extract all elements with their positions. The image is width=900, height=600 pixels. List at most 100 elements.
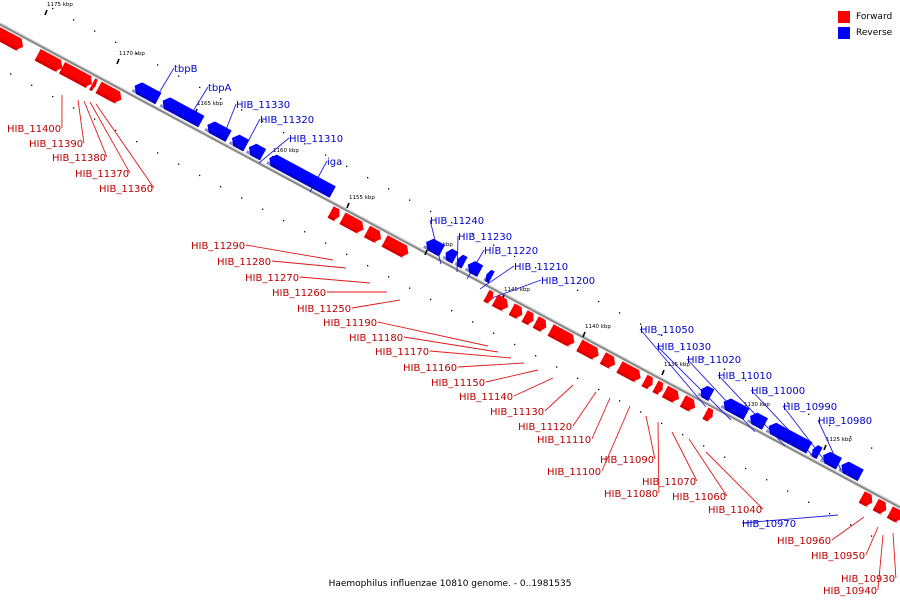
gene-arrow-body [207, 121, 232, 142]
gene-arrow-shade [483, 298, 489, 305]
minor-tick-dot [451, 222, 453, 224]
gene-arrow-body [467, 261, 484, 277]
gene-label-leader [245, 244, 334, 261]
gene-label-leader [877, 534, 884, 591]
gene-arrow-shade [746, 419, 764, 430]
minor-tick-dot [535, 267, 537, 269]
gene-arrow-shade [58, 70, 88, 89]
minor-tick-dot [661, 334, 663, 337]
forward-gene-arrow [599, 352, 616, 370]
gene-label: HIB_11180 [349, 333, 403, 344]
gene-arrow-shade [381, 243, 404, 259]
minor-tick-dot [598, 388, 600, 391]
forward-gene-arrow [58, 62, 92, 89]
minor-tick-dot [766, 391, 768, 393]
gene-label: HIB_10960 [777, 536, 831, 547]
minor-tick-dot [136, 140, 138, 143]
minor-tick-dot [598, 300, 600, 303]
coordinate-tick-label: 1165 kbp [197, 101, 223, 107]
gene-arrow-body [886, 506, 900, 523]
minor-tick-dot [241, 197, 243, 199]
forward-gene-arrow [95, 81, 122, 105]
gene-arrow-shade [765, 429, 808, 454]
gene-arrow-body [0, 25, 24, 51]
gene-label-leader [429, 350, 512, 359]
gene-arrow-body [823, 451, 843, 470]
gene-arrow-body [327, 206, 340, 221]
gene-arrow-shade [576, 348, 594, 361]
gene-arrow-shade [34, 57, 58, 73]
minor-tick-dot [850, 436, 852, 438]
minor-tick-dot [829, 512, 831, 515]
reverse-gene-arrow [819, 451, 843, 470]
gene-arrow-body [491, 294, 509, 311]
gene-label-leader [77, 99, 85, 144]
minor-tick-dot [766, 479, 768, 481]
gene-arrow-shade [872, 507, 882, 516]
gene-arrow-body [445, 248, 459, 264]
gene-arrow-body [483, 289, 494, 304]
gene-label-leader [591, 397, 611, 440]
gene-label: HIB_11310 [289, 134, 343, 145]
gene-arrow-shade [886, 515, 898, 524]
minor-tick-dot [388, 188, 390, 190]
gene-arrow-body [95, 81, 122, 104]
minor-tick-dot [157, 64, 159, 66]
gene-arrow-shade [483, 277, 490, 284]
gene-arrow-body [532, 316, 547, 332]
gene-label: HIB_11170 [375, 347, 429, 358]
minor-tick-dot [199, 174, 201, 177]
forward-gene-arrow [532, 316, 547, 333]
gene-arrow-body [858, 491, 873, 507]
gene-arrow-body [89, 78, 98, 91]
minor-tick-dot [94, 118, 96, 120]
gene-label: HIB_10930 [841, 574, 895, 585]
coordinate-tick-mark [44, 9, 48, 16]
reverse-gene-arrow [697, 385, 715, 401]
minor-tick-dot [430, 298, 432, 301]
reverse-gene-arrow [746, 412, 769, 430]
minor-tick-dot [724, 456, 726, 458]
gene-labels: HIB_11400 HIB_11390 HIB_11380 HIB_11370 HIB_… [7, 64, 895, 597]
gene-arrow-shade [0, 34, 19, 52]
minor-tick-dot [115, 129, 117, 132]
gene-arrow-shade [89, 87, 93, 92]
gene-label: HIB_11150 [431, 378, 485, 389]
gene-label: HIB_11190 [323, 318, 377, 329]
gene-label: HIB_11100 [547, 467, 601, 478]
gene-label-leader [688, 438, 728, 497]
forward-gene-arrow [616, 361, 641, 384]
minor-tick-dot [430, 210, 432, 213]
gene-label: HIB_11090 [600, 455, 654, 466]
minor-tick-dot [787, 402, 789, 404]
forward-gene-arrow [661, 385, 680, 404]
gene-arrow-body [872, 498, 887, 514]
gene-label-leader [351, 299, 401, 309]
gene-arrow-shade [204, 127, 227, 142]
reverse-gene-arrow [228, 134, 250, 152]
minor-tick-dot [346, 253, 348, 255]
minor-tick-dot [157, 152, 159, 154]
gene-label-leader [686, 358, 756, 433]
gene-label: HIB_11050 [640, 325, 694, 336]
minor-tick-dot [73, 107, 75, 109]
gene-label: HIB_11390 [29, 139, 83, 150]
minor-tick-dot [52, 7, 54, 10]
minor-tick-dot [808, 413, 810, 415]
gene-arrow-body [508, 303, 523, 319]
gene-label: HIB_11380 [52, 153, 106, 164]
gene-arrow-body [661, 385, 680, 403]
minor-tick-dot [829, 424, 831, 427]
legend-item-forward: Forward [838, 9, 892, 24]
gene-arrow-body [599, 352, 616, 369]
minor-tick-dot [640, 323, 642, 325]
gene-arrow-body [58, 62, 92, 88]
gene-arrow-shade [838, 468, 860, 482]
gene-label-leader [572, 391, 597, 427]
gene-arrow-body [248, 143, 267, 161]
minor-tick-dot [115, 41, 117, 44]
gene-label-leader [299, 276, 371, 284]
gene-arrow-shade [442, 255, 454, 264]
gene-label-leader [89, 101, 131, 174]
gene-arrow-shade [327, 215, 336, 222]
